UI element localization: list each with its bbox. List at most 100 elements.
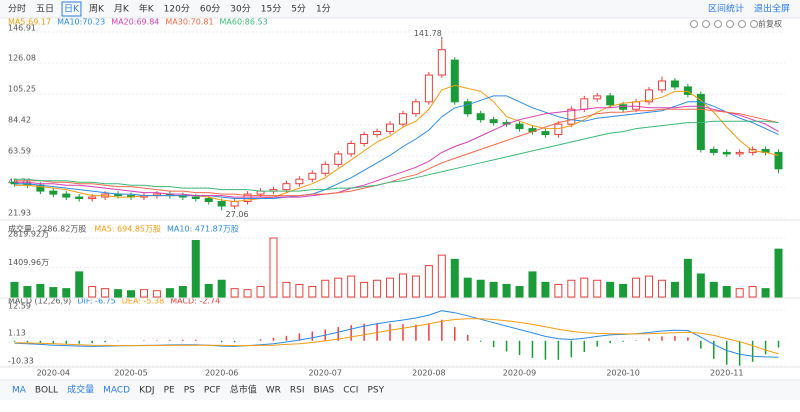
legend-entry: MACD: -2.74 [170, 297, 220, 306]
period-tab[interactable]: 分时 [8, 3, 26, 15]
volume-bar [670, 281, 679, 298]
panel-title: MACD (12,26,9) [8, 297, 71, 306]
line-series [14, 120, 779, 192]
candle-body [373, 131, 382, 136]
candle-body [489, 119, 498, 124]
indicator-tab[interactable]: BOLL [35, 386, 58, 396]
period-tab[interactable]: 60分 [200, 4, 220, 15]
indicator-tab[interactable]: RSI [290, 386, 305, 396]
period-tab[interactable]: 月K [114, 4, 130, 15]
indicator-tab[interactable]: KDJ [139, 386, 155, 396]
candle-body [645, 89, 654, 103]
period-tab[interactable]: 周K [89, 4, 105, 15]
y-tick-label: 2819.92万 [8, 230, 49, 239]
indicator-tab[interactable]: PCF [204, 386, 221, 396]
x-tick-label: 2020-07 [309, 369, 342, 378]
candle-body [515, 123, 524, 130]
candle-body [593, 95, 602, 100]
candle-body [632, 101, 641, 110]
volume-bar [424, 265, 433, 298]
volume-bar [217, 279, 226, 298]
volume-bar [411, 275, 420, 298]
candle-body [709, 148, 718, 153]
toolbar-action[interactable]: 退出全屏 [754, 3, 790, 15]
icons [690, 20, 758, 28]
volume-bar [347, 275, 356, 298]
period-tab[interactable]: 5分 [291, 4, 306, 15]
period-tab[interactable]: 15分 [261, 4, 281, 15]
legend-entry: MA5: 694.85万股 [94, 225, 161, 234]
x-tick-label: 2020-04 [37, 369, 70, 378]
candle-body [657, 80, 666, 91]
volume-bar [230, 288, 239, 298]
y-tick-label: 1409.96万 [8, 258, 49, 267]
volume-bar [152, 290, 161, 298]
indicator-tab[interactable]: MA [12, 386, 27, 396]
volume-bar [722, 286, 731, 298]
line-series [14, 310, 779, 358]
volume-bar [23, 286, 32, 298]
legend-entry: MA30:70.81 [165, 18, 213, 27]
candle-body [49, 190, 58, 195]
volume-bar [580, 277, 589, 298]
period-tab[interactable]: 30分 [230, 4, 250, 15]
y-tick-label: 1.13 [8, 329, 26, 338]
volume-bar [748, 286, 757, 298]
line-series [14, 318, 779, 355]
adjust-mode[interactable]: 前复权 [758, 19, 782, 29]
candle-body [670, 80, 679, 88]
candle-body [386, 123, 395, 133]
candle-body [230, 201, 239, 207]
candle-body [347, 142, 356, 155]
legend-entry: MA10:70.23 [57, 18, 105, 27]
indicator-tab[interactable]: PS [184, 386, 195, 396]
volume-bar [515, 286, 524, 298]
indicator-tab[interactable]: BIAS [314, 386, 335, 396]
candle-body [62, 193, 71, 198]
candle-body [476, 113, 485, 121]
panel-title: 成交量: 2286.82万股 [8, 224, 86, 234]
indicator-tab[interactable]: PSY [367, 386, 384, 396]
indicator-tab[interactable]: 总市值 [230, 384, 257, 396]
candle-body [308, 172, 317, 180]
volume-bar [295, 283, 304, 298]
period-tab[interactable]: 120分 [164, 4, 190, 15]
indicator-tab[interactable]: CCI [343, 386, 358, 396]
indicator-tab[interactable]: WR [266, 386, 281, 396]
x-tick-label: 2020-09 [503, 369, 536, 378]
candle-body [683, 86, 692, 95]
candle-body [411, 101, 420, 115]
volume-bar [360, 281, 369, 298]
toolbar-action[interactable]: 区间统计 [708, 3, 744, 15]
period-tab[interactable]: 1分 [316, 4, 331, 15]
y-tick-label: 146.91 [8, 24, 36, 33]
indicator-tab[interactable]: PE [164, 386, 175, 396]
indicator-tab[interactable]: MACD [103, 386, 130, 396]
period-tab[interactable]: 五日 [36, 4, 54, 15]
volume-bar [489, 281, 498, 298]
candle-body [10, 181, 19, 185]
volume-bar [114, 289, 123, 298]
x-tick-label: 2020-11 [710, 369, 743, 378]
candle-body [204, 198, 213, 203]
volume-bar [463, 277, 472, 298]
volume-bar [256, 286, 265, 298]
candle-body [334, 153, 343, 165]
period-tab[interactable]: 日K [64, 4, 80, 15]
legend-entry: DEA: -5.38 [122, 297, 164, 306]
legend-entry: MA10: 471.87万股 [167, 225, 239, 234]
candle-body [437, 49, 446, 76]
period-tab[interactable]: 年K [139, 3, 155, 15]
y-tick-label: 84.42 [8, 116, 31, 125]
indicator-tab[interactable]: 成交量 [67, 384, 94, 396]
x-tick-label: 2020-10 [606, 369, 639, 378]
volume-bar [735, 288, 744, 298]
volume-bar [683, 258, 692, 298]
line-series [14, 84, 779, 203]
candle-body [450, 59, 459, 103]
legend-entry: DIF: -6.75 [77, 297, 115, 306]
candle-body [424, 74, 433, 103]
volume-bar [398, 273, 407, 298]
volume-bar [10, 281, 19, 298]
